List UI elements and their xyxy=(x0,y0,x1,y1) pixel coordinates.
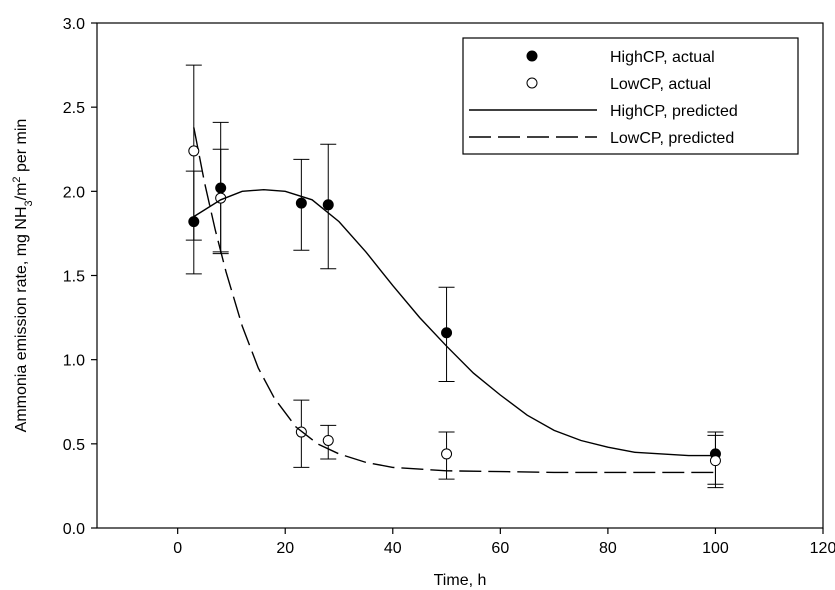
y-axis-title-superscript: 2 xyxy=(11,176,23,182)
y-tick-label: 2.5 xyxy=(63,100,85,117)
series-highcp-predicted xyxy=(193,188,716,457)
data-point xyxy=(295,197,307,209)
series-lowcp-predicted xyxy=(193,127,716,474)
y-tick-label: 1.0 xyxy=(63,353,85,370)
legend-marker-symbol xyxy=(526,77,538,89)
legend-marker-symbol xyxy=(526,50,538,62)
y-axis-title-prefix: Ammonia emission rate, mg NH xyxy=(13,206,30,432)
legend-box xyxy=(462,37,799,155)
y-axis-title: Ammonia emission rate, mg NH3/m2 per min xyxy=(11,119,35,433)
series-lowcp-actual xyxy=(185,64,724,489)
data-point xyxy=(709,455,721,467)
data-point xyxy=(322,434,334,446)
x-tick-label: 0 xyxy=(173,540,182,557)
series-line xyxy=(193,127,716,474)
series-line xyxy=(193,188,716,457)
x-tick-label: 60 xyxy=(491,540,509,557)
y-tick-label: 1.5 xyxy=(63,269,85,286)
x-tick-label: 80 xyxy=(599,540,617,557)
legend-label: HighCP, predicted xyxy=(610,103,738,120)
data-point xyxy=(441,448,453,460)
y-tick-label: 0.5 xyxy=(63,437,85,454)
x-tick-label: 40 xyxy=(384,540,402,557)
y-tick-label: 3.0 xyxy=(63,16,85,33)
legend-label: LowCP, actual xyxy=(610,76,711,93)
y-tick-label: 2.0 xyxy=(63,184,85,201)
x-tick-label: 120 xyxy=(810,540,835,557)
x-tick-label: 20 xyxy=(276,540,294,557)
data-point xyxy=(322,199,334,211)
y-tick-label: 0.0 xyxy=(63,521,85,538)
x-tick-label: 100 xyxy=(702,540,729,557)
legend-label: LowCP, predicted xyxy=(610,130,734,147)
series-highcp-actual xyxy=(185,121,724,485)
y-axis-title-suffix: per min xyxy=(13,119,30,177)
data-point xyxy=(188,145,200,157)
y-axis-title-mid: /m xyxy=(13,183,30,201)
legend-label: HighCP, actual xyxy=(610,49,715,66)
data-point xyxy=(441,327,453,339)
x-axis-title: Time, h xyxy=(434,572,487,589)
legend: HighCP, actual LowCP, actual HighCP, predi… xyxy=(462,37,799,155)
y-axis-title-subscript: 3 xyxy=(23,200,35,206)
